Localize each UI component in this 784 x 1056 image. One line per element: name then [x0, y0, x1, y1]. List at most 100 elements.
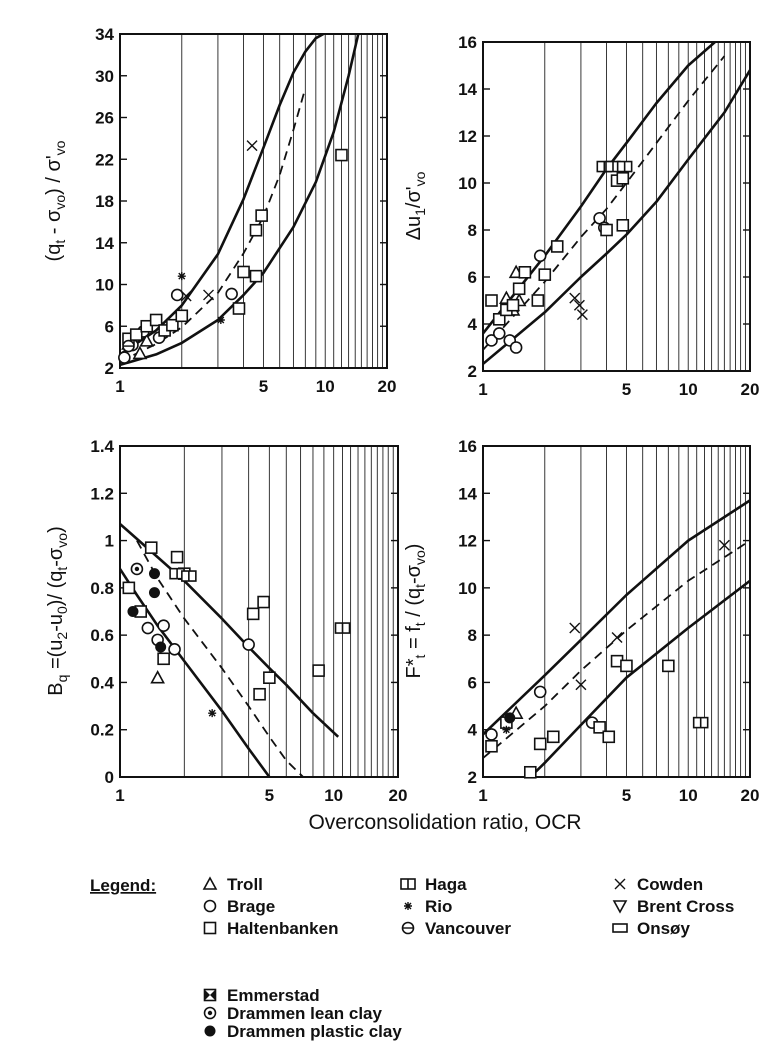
solid-curve	[120, 568, 271, 777]
y-tick-label: 2	[105, 359, 114, 378]
x-tick-label: 1	[478, 786, 487, 805]
x-tick-label: 5	[622, 380, 631, 399]
y-tick-label: 18	[95, 192, 114, 211]
legend-label: Rio	[425, 897, 452, 916]
legend-label: Brage	[227, 897, 275, 916]
point-drammen-plastic-clay	[155, 641, 167, 653]
legend-item-ons-y: Onsøy	[612, 919, 690, 938]
point-haltenbanken	[249, 269, 263, 283]
point-haltenbanken	[485, 739, 498, 753]
point-cowden	[576, 309, 588, 321]
square-double-icon	[400, 878, 416, 890]
trend-curves	[120, 523, 340, 777]
point-cowden	[180, 290, 192, 302]
point-brage	[533, 685, 547, 699]
point-haltenbanken	[144, 541, 158, 554]
point-drammen-lean-clay	[130, 562, 144, 576]
panel-ft: 2 4 6 8 10 12 14 16 1 5 10 20 F*t = ft / (qt-σvo)	[403, 437, 759, 805]
point-troll	[139, 333, 155, 347]
star-icon	[404, 902, 412, 910]
circle-icon	[203, 899, 217, 913]
point-brage	[533, 249, 547, 263]
point-haltenbanken	[492, 312, 506, 326]
legend-item-emmerstad: Emmerstad	[203, 986, 320, 1005]
legend-item-drammen-lean-clay: Drammen lean clay	[203, 1004, 383, 1023]
point-haltenbanken	[546, 730, 560, 744]
y-tick-label: 34	[95, 25, 114, 44]
legend-label: Drammen plastic clay	[227, 1022, 402, 1041]
y-tick-label: 6	[468, 268, 477, 287]
grid-lines	[544, 446, 746, 777]
point-cowden	[203, 289, 215, 301]
legend-label: Troll	[227, 875, 263, 894]
x-axis-label: Overconsolidation ratio, OCR	[308, 811, 581, 834]
y-tick-label: 1.4	[90, 437, 114, 456]
point-haltenbanken	[246, 607, 260, 621]
point-haltenbanken	[166, 318, 179, 332]
y-tick-label: 10	[95, 276, 114, 295]
y-tick-label: 0	[105, 768, 114, 787]
point-haltenbanken	[485, 294, 498, 307]
x-tick-label: 20	[741, 380, 760, 399]
point-brage	[118, 351, 131, 364]
point-rio	[208, 709, 217, 718]
legend-label: Vancouver	[425, 919, 511, 938]
legend-label: Haga	[425, 875, 467, 894]
legend-item-drammen-plastic-clay: Drammen plastic clay	[204, 1022, 402, 1041]
point-haltenbanken	[170, 550, 184, 564]
point-haltenbanken	[662, 659, 675, 673]
point-brage	[485, 728, 498, 741]
point-cowden	[575, 679, 587, 691]
panel-bq: 0 0.2 0.4 0.6 0.8 1 1.2 1.4 1 5 10 20 Bq =(u2-u0)/ (…	[45, 437, 407, 805]
triangle-up-icon	[202, 876, 218, 890]
y-tick-label: 8	[468, 626, 477, 645]
legend-title: Legend:	[90, 876, 156, 895]
y-tick-label: 6	[468, 673, 477, 692]
point-rio	[502, 725, 511, 734]
point-drammen-plastic-clay	[127, 606, 139, 617]
point-brage	[157, 619, 170, 632]
point-haga	[616, 160, 633, 173]
point-brage	[242, 638, 255, 651]
point-rio	[216, 315, 225, 324]
solid-curve	[483, 42, 716, 335]
legend-item-cowden: Cowden	[614, 875, 703, 894]
square-icon	[203, 921, 217, 935]
point-haltenbanken	[620, 659, 633, 673]
y-tick-label: 12	[458, 127, 477, 146]
dashed-curve	[483, 55, 726, 351]
legend-item-brent-cross: Brent Cross	[612, 897, 734, 916]
x-tick-label: 1	[115, 786, 124, 805]
y-tick-label: 6	[105, 317, 114, 336]
y-tick-label: 22	[95, 150, 114, 169]
x-tick-label: 1	[478, 380, 487, 399]
point-brage	[168, 643, 181, 656]
y-axis-label: Δu1/σ'vo	[403, 171, 428, 240]
y-tick-label: 2	[468, 768, 477, 787]
legend-item-troll: Troll	[202, 875, 263, 894]
x-tick-label: 20	[378, 377, 397, 396]
legend-label: Emmerstad	[227, 986, 320, 1005]
x-tick-label: 10	[679, 380, 698, 399]
point-haltenbanken	[232, 302, 246, 315]
point-haltenbanken	[602, 730, 616, 744]
y-tick-label: 14	[458, 80, 477, 99]
point-cowden	[569, 292, 581, 304]
y-axis-label: Bq =(u2-u0)/ (qt-σvo)	[45, 526, 70, 696]
legend-label: Onsøy	[637, 919, 690, 938]
legend-label: Drammen lean clay	[227, 1004, 383, 1023]
legend-item-brage: Brage	[203, 897, 275, 916]
x-tick-label: 1	[115, 377, 124, 396]
y-tick-label: 2	[468, 362, 477, 381]
point-haltenbanken	[175, 309, 189, 323]
x-ticks: 1 5 10 20	[115, 786, 407, 805]
point-haltenbanken	[600, 223, 613, 237]
point-haltenbanken	[149, 313, 163, 327]
solid-curve	[120, 34, 325, 356]
point-haltenbanken	[249, 223, 263, 237]
point-vancouver	[122, 339, 135, 353]
point-haga	[692, 716, 709, 729]
y-tick-label: 0.6	[90, 626, 114, 645]
